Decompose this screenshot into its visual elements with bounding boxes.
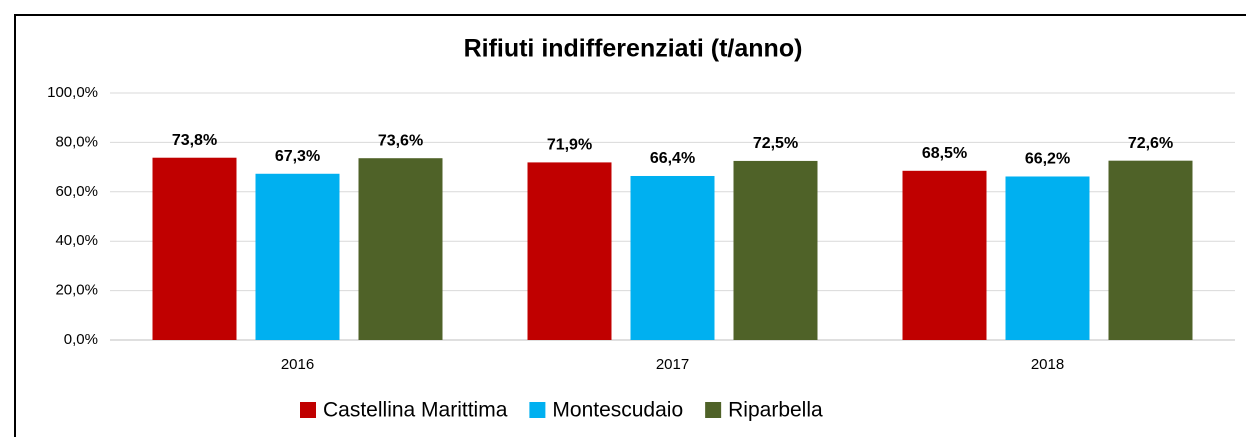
data-label: 66,4% [650, 150, 695, 167]
legend-swatch [300, 402, 316, 418]
y-tick-label: 60,0% [55, 183, 98, 200]
data-label: 72,6% [1128, 135, 1173, 152]
bar [358, 158, 443, 340]
y-tick-label: 40,0% [55, 232, 98, 249]
bar [255, 173, 340, 340]
legend-label: Castellina Marittima [323, 399, 508, 422]
bar [527, 162, 612, 340]
y-tick-label: 100,0% [47, 84, 98, 101]
bar [1005, 176, 1090, 340]
bar [1108, 160, 1193, 340]
legend-label: Montescudaio [552, 399, 683, 422]
bar [152, 157, 237, 340]
x-tick-label: 2016 [281, 356, 314, 373]
data-label: 73,8% [172, 132, 217, 149]
bar [733, 160, 818, 340]
y-tick-label: 20,0% [55, 282, 98, 299]
y-tick-label: 80,0% [55, 133, 98, 150]
data-label: 67,3% [275, 148, 320, 165]
data-label: 66,2% [1025, 151, 1070, 168]
y-tick-label: 0,0% [64, 331, 98, 348]
x-tick-label: 2017 [656, 356, 689, 373]
data-label: 68,5% [922, 145, 967, 162]
data-label: 72,5% [753, 135, 798, 152]
legend-swatch [529, 402, 546, 418]
data-label: 73,6% [378, 132, 423, 149]
legend-label: Riparbella [728, 399, 823, 422]
x-tick-label: 2018 [1031, 356, 1064, 373]
data-label: 71,9% [547, 137, 592, 154]
bar [630, 175, 715, 340]
chart-title: Rifiuti indifferenziati (t/anno) [464, 35, 803, 63]
legend-swatch [705, 402, 722, 418]
bar [902, 170, 987, 340]
